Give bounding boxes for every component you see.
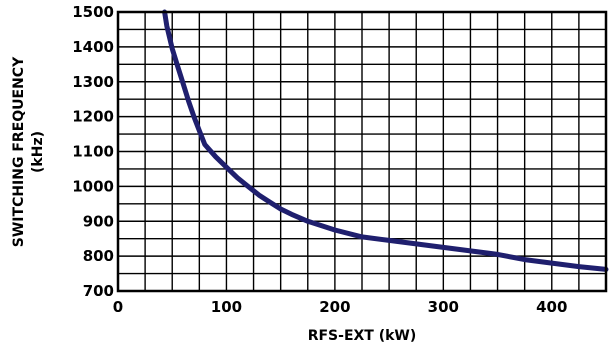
chart-series [162,9,609,272]
x-tick-label: 400 [536,298,567,316]
y-tick-labels: 700 800 900 1000 1100 1200 1300 1400 1500 [72,3,114,300]
y-tick-label: 1400 [72,38,114,56]
y-tick-label: 900 [83,212,114,230]
x-tick-label: 300 [428,298,459,316]
series-line [162,9,609,272]
plot-border [116,10,608,293]
y-tick-label: 1300 [72,73,114,91]
x-axis-title: RFS-EXT (kW) [308,328,417,344]
plot-frame [116,10,608,293]
x-tick-label: 0 [113,298,123,316]
y-axis-title-line1: SWITCHING FREQUENCY [11,56,27,247]
chart-grid [118,12,606,291]
x-tick-labels: 0 100 200 300 400 [113,298,568,316]
y-axis-title: SWITCHING FREQUENCY (kHz) [11,56,46,247]
y-tick-label: 700 [83,282,114,300]
y-tick-label: 1200 [72,108,114,126]
x-tick-label: 100 [211,298,242,316]
y-tick-label: 800 [83,247,114,265]
y-tick-label: 1500 [72,3,114,21]
x-tick-label: 200 [319,298,350,316]
y-axis-title-line2: (kHz) [30,131,46,173]
y-tick-label: 1100 [72,143,114,161]
y-tick-label: 1000 [72,177,114,195]
